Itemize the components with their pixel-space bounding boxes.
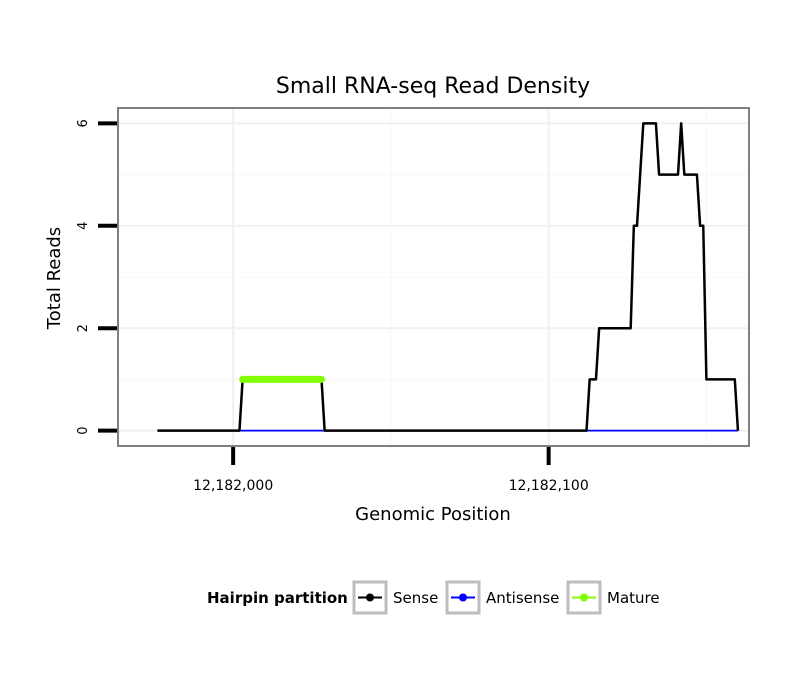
legend-item-sense: Sense bbox=[352, 580, 438, 615]
x-axis-label: Genomic Position bbox=[355, 504, 511, 525]
x-tick-label: 12,182,000 bbox=[193, 478, 273, 494]
y-axis: 0 2 4 6 bbox=[76, 119, 117, 435]
legend-title: Hairpin partition bbox=[207, 589, 348, 607]
y-axis-label: Total Reads bbox=[44, 227, 65, 330]
series-layer bbox=[157, 122, 740, 432]
legend-item-mature: Mature bbox=[566, 580, 660, 615]
legend-label: Antisense bbox=[486, 589, 559, 607]
legend-label: Mature bbox=[607, 589, 660, 607]
y-tick-label: 6 bbox=[76, 119, 91, 127]
x-axis: 12,182,000 12,182,100 bbox=[193, 447, 589, 494]
legend-key-dot bbox=[459, 593, 467, 602]
y-tick-label: 2 bbox=[76, 324, 91, 332]
legend-key-dot bbox=[366, 593, 374, 602]
y-tick-label: 4 bbox=[76, 222, 91, 230]
y-tick-label: 0 bbox=[76, 426, 91, 434]
panel-border bbox=[117, 107, 750, 447]
x-tick-label: 12,182,100 bbox=[509, 478, 589, 494]
legend-key-dot bbox=[580, 593, 588, 602]
legend-entries: Sense Antisense Mature bbox=[352, 580, 660, 615]
chart-title: Small RNA-seq Read Density bbox=[276, 74, 590, 99]
legend-label: Sense bbox=[393, 589, 438, 607]
series-line-sense bbox=[157, 122, 740, 432]
legend: Hairpin partition Sense Antisense Mature bbox=[207, 580, 660, 615]
plot-panel bbox=[117, 107, 750, 447]
legend-item-antisense: Antisense bbox=[445, 580, 559, 615]
